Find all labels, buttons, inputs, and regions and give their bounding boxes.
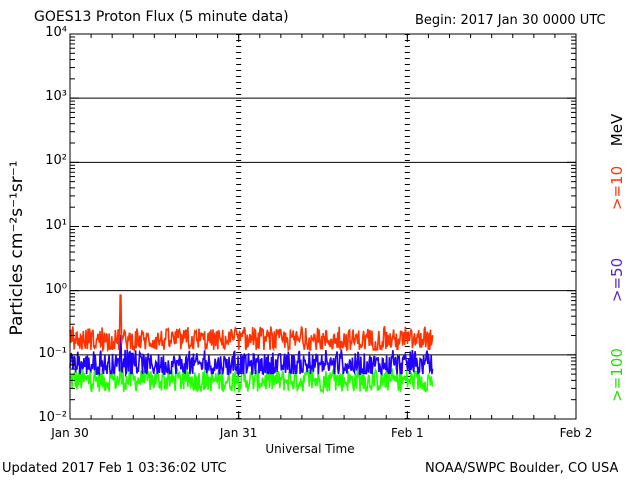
ytick-label: 10² xyxy=(45,153,67,169)
chart-title: GOES13 Proton Flux (5 minute data) xyxy=(34,9,289,25)
tick-marks xyxy=(69,33,577,420)
y-axis-label: Particles cm⁻²s⁻¹sr⁻¹ xyxy=(7,160,27,336)
ytick-label: 10⁰ xyxy=(45,281,67,297)
series-line-ge50 xyxy=(69,334,434,378)
series-line-ge10 xyxy=(69,294,434,353)
unit-label: MeV xyxy=(608,113,626,147)
chart-grid xyxy=(70,34,576,419)
ytick-label: 10³ xyxy=(45,89,67,105)
ytick-label: 10⁴ xyxy=(45,25,67,40)
ytick-label: 10¹ xyxy=(45,217,67,233)
legend-ge50: >=50 xyxy=(608,257,626,303)
xtick-label: Feb 2 xyxy=(559,426,593,440)
updated-timestamp: Updated 2017 Feb 1 03:36:02 UTC xyxy=(2,461,227,476)
x-axis-label: Universal Time xyxy=(265,442,355,456)
ytick-label: 10⁻² xyxy=(38,410,67,425)
series-layer xyxy=(69,294,434,395)
legend-ge100: >=100 xyxy=(608,348,626,402)
xtick-label: Jan 31 xyxy=(219,426,258,440)
credit-text: NOAA/SWPC Boulder, CO USA xyxy=(425,461,619,476)
legend-ge10: >=10 xyxy=(608,165,626,211)
begin-time: Begin: 2017 Jan 30 0000 UTC xyxy=(415,13,606,28)
ytick-label: 10⁻¹ xyxy=(38,345,67,361)
xtick-label: Jan 30 xyxy=(51,426,89,440)
xtick-label: Feb 1 xyxy=(390,426,424,440)
